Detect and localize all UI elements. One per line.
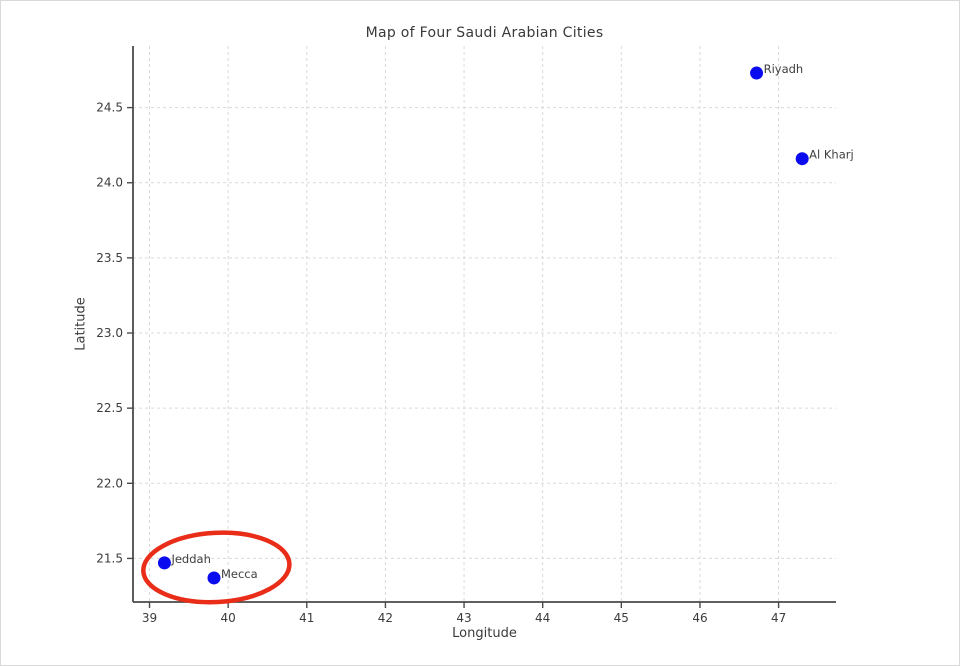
x-tick-label: 47 xyxy=(771,611,786,625)
x-tick-label: 40 xyxy=(221,611,236,625)
y-tick-label: 24.5 xyxy=(96,101,123,115)
x-tick-label: 46 xyxy=(692,611,707,625)
y-axis-label: Latitude xyxy=(73,297,89,351)
data-point-label-riyadh: Riyadh xyxy=(764,62,804,76)
x-tick-label: 44 xyxy=(535,611,550,625)
x-tick-label: 43 xyxy=(456,611,471,625)
y-tick-label: 21.5 xyxy=(96,551,123,565)
x-tick-label: 45 xyxy=(614,611,629,625)
x-tick-label: 41 xyxy=(299,611,314,625)
data-point-mecca xyxy=(207,571,221,585)
annotation-ellipse xyxy=(141,530,292,605)
data-point-label-jeddah: Jeddah xyxy=(170,552,210,566)
chart-title: Map of Four Saudi Arabian Cities xyxy=(365,25,604,41)
x-tick-label: 42 xyxy=(378,611,393,625)
data-point-riyadh xyxy=(750,66,764,80)
data-point-label-mecca: Mecca xyxy=(221,567,258,581)
data-point-label-al-kharj: Al Kharj xyxy=(809,148,854,162)
y-tick-label: 24.0 xyxy=(96,176,123,190)
y-tick-label: 22.0 xyxy=(96,476,123,490)
x-tick-label: 39 xyxy=(142,611,157,625)
data-point-jeddah xyxy=(157,556,171,570)
y-tick-label: 22.5 xyxy=(96,401,123,415)
y-tick-label: 23.5 xyxy=(96,251,123,265)
x-axis-label: Longitude xyxy=(452,626,517,641)
y-tick-label: 23.0 xyxy=(96,326,123,340)
data-point-al-kharj xyxy=(795,152,809,166)
